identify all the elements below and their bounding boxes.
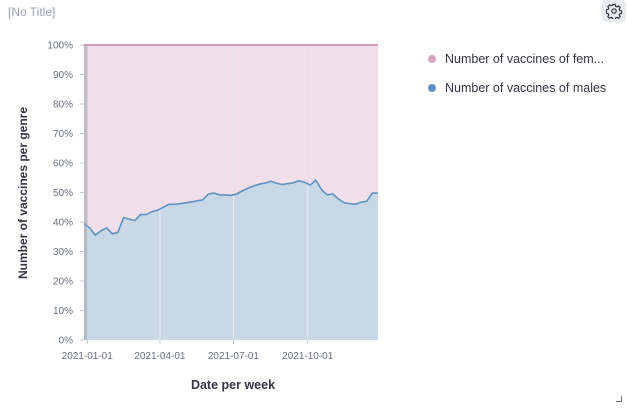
panel-title: [No Title] — [8, 5, 56, 19]
y-tick-label: 10% — [53, 306, 73, 317]
area-chart: 0% 10% 20% 30% 40% 50% 60% 70% 80% 90% 100% 2021-0… — [16, 41, 378, 392]
y-tick-label: 40% — [53, 218, 73, 229]
y-axis-title: Number of vaccines per genre — [16, 107, 30, 279]
male-series-line — [83, 178, 378, 237]
y-tick-label: 80% — [53, 100, 73, 111]
y-tick-label: 60% — [53, 159, 73, 170]
y-tick-label: 100% — [47, 41, 73, 52]
resize-handle[interactable] — [616, 396, 622, 402]
male-color-dot — [428, 83, 436, 92]
x-tick-label: 2021-10-01 — [282, 351, 334, 362]
legend-label-males: Number of vaccines of males — [445, 80, 607, 95]
y-tick-label: 0% — [59, 336, 74, 347]
y-tick-label: 30% — [53, 247, 73, 258]
y-tick-label: 90% — [53, 70, 73, 81]
legend: Number of vaccines of fem... Number of v… — [428, 44, 606, 102]
legend-item-females[interactable]: Number of vaccines of fem... — [428, 44, 606, 73]
male-series-area — [84, 180, 378, 340]
legend-label-females: Number of vaccines of fem... — [445, 51, 605, 66]
x-axis-title: Date per week — [191, 378, 275, 392]
x-tick-label: 2021-04-01 — [134, 351, 186, 362]
x-tick-label: 2021-07-01 — [208, 351, 260, 362]
y-axis-band — [84, 45, 88, 340]
female-color-dot — [428, 54, 436, 63]
y-tick-label: 50% — [53, 188, 73, 199]
y-tick-label: 70% — [53, 129, 73, 140]
x-tick-label: 2021-01-01 — [62, 351, 114, 362]
legend-item-males[interactable]: Number of vaccines of males — [428, 73, 606, 102]
settings-button[interactable] — [602, 0, 626, 22]
y-tick-label: 20% — [53, 277, 73, 288]
gear-icon — [606, 3, 622, 19]
